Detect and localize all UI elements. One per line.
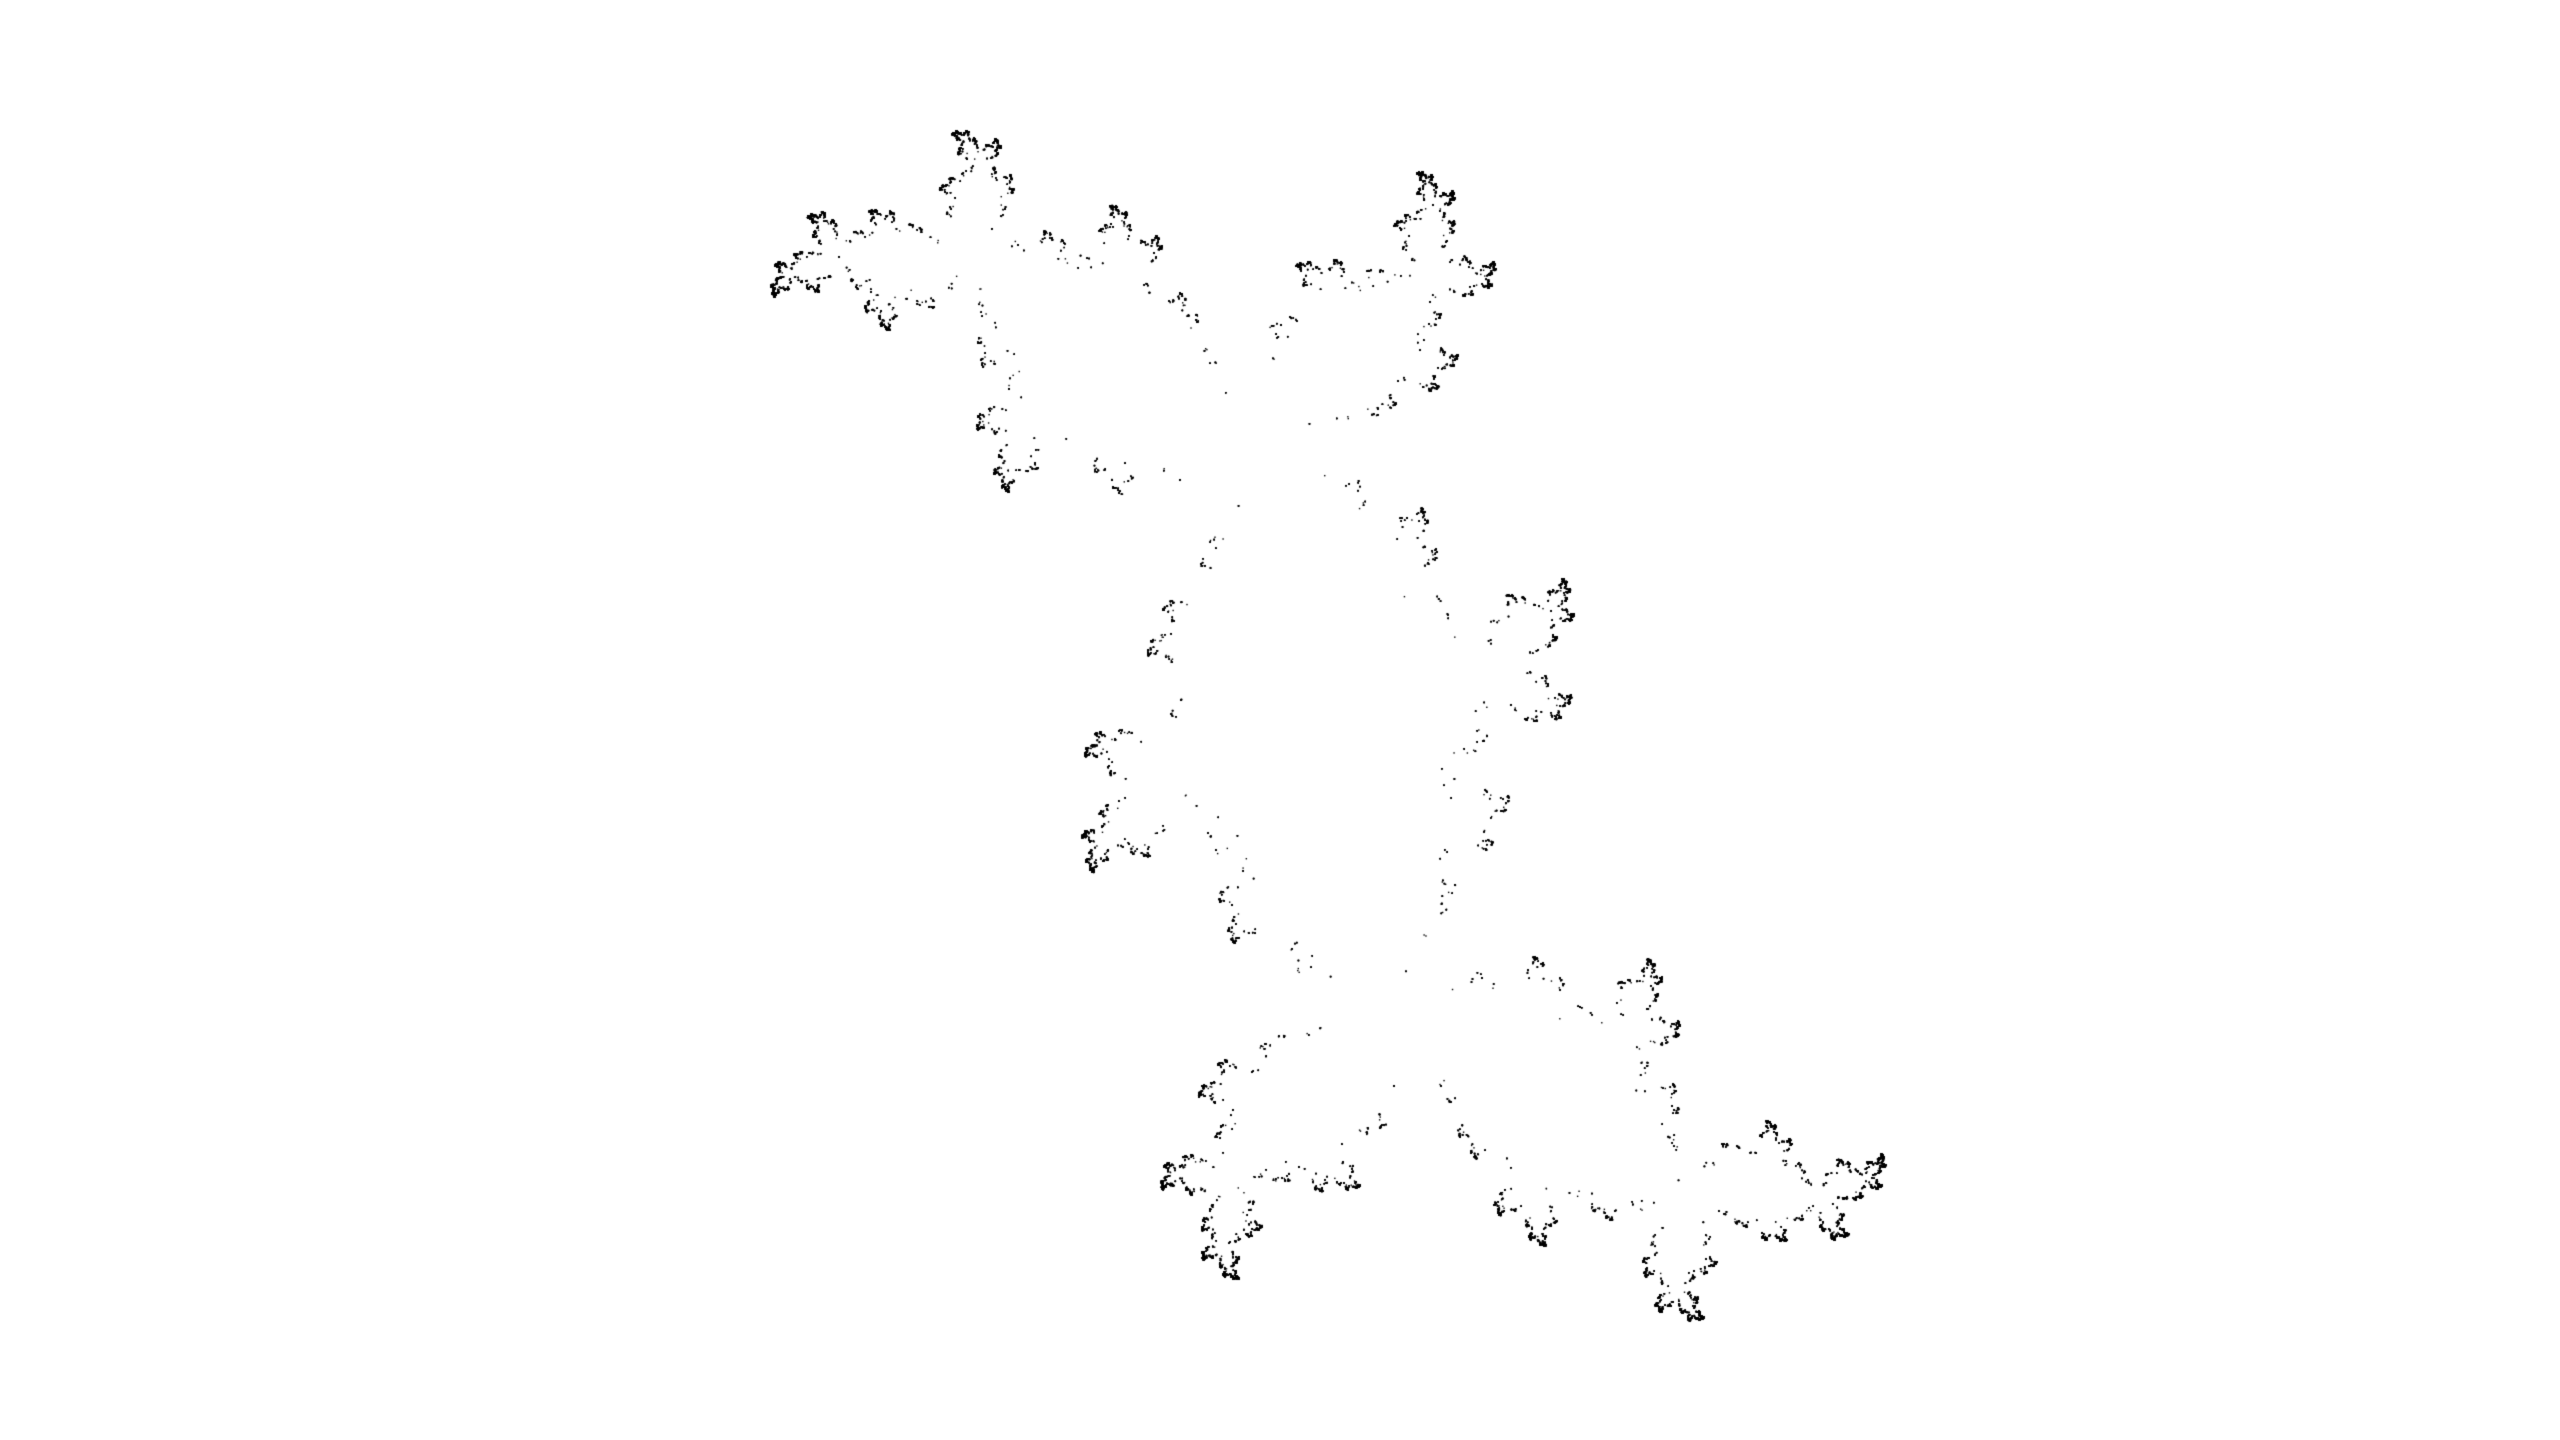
julia-set-canvas — [0, 0, 2560, 1440]
fractal-viewport — [0, 0, 2560, 1440]
